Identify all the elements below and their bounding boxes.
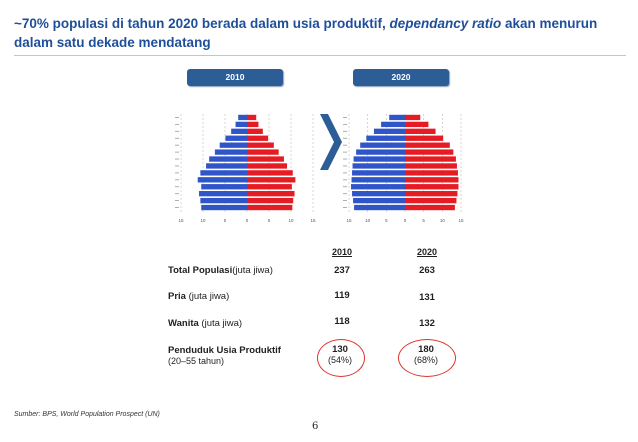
pyramid-bar [381, 121, 405, 128]
value-wanita-2020: 132 [419, 318, 435, 329]
pyramid-bar [356, 149, 405, 155]
value-pria-2010: 119 [334, 290, 350, 301]
pyramid-bar [351, 177, 405, 183]
pyramid-bar [200, 197, 247, 204]
axis-tick-label: 10 [288, 218, 294, 223]
pyramid-bar [247, 204, 293, 211]
pyramid-bar [405, 197, 457, 204]
pyramid-bar [353, 197, 405, 204]
axis-tick-label: 5 [385, 218, 388, 223]
row-label-usia-produktif: Penduduk Usia Produktif (20–55 tahun) [168, 345, 281, 366]
axis-tick-label: 15 [346, 218, 352, 223]
pyramid-bar [352, 191, 405, 197]
pyramid-bar [231, 128, 247, 134]
right-arrow-icon [320, 114, 342, 170]
pyramid-bar [235, 121, 247, 128]
pyramid-bar [247, 114, 257, 121]
pyramid-bar [238, 114, 247, 121]
pyramid-bar [247, 142, 274, 148]
pyramid-bar [405, 184, 459, 190]
row-label-total-populasi: Total Populasi(juta jiwa) [168, 265, 273, 276]
pyramid-bar [247, 184, 292, 190]
year-pill-2010: 2010 [187, 69, 283, 86]
population-pyramid-2010: 15 10 5 0 5 10 15 [175, 114, 316, 223]
pyramid-bar [201, 184, 247, 190]
pyramid-bar [352, 170, 405, 176]
pyramid-bar [373, 128, 405, 134]
value-wanita-2010: 118 [334, 316, 350, 327]
pyramid-bar [219, 142, 247, 148]
population-pyramid-2020: 15 10 5 0 5 10 15 [343, 114, 464, 223]
col-header-2010: 2010 [331, 247, 353, 257]
row-label-pria: Pria (juta jiwa) [168, 291, 230, 302]
pyramid-bar [352, 163, 405, 169]
pyramid-bar [214, 149, 247, 155]
pyramid-bar [206, 163, 247, 169]
axis-tick-label: 0 [404, 218, 407, 223]
pyramid-bar [209, 156, 247, 162]
pyramid-bar [199, 191, 247, 197]
value-produktif-2020: 180 (68%) [413, 344, 438, 365]
pyramid-bar [247, 163, 288, 169]
pyramid-bar [225, 135, 247, 141]
axis-tick-label: 5 [224, 218, 227, 223]
pyramid-bar [405, 135, 444, 141]
pyramid-bar [405, 142, 450, 148]
axis-tick-label: 5 [422, 218, 425, 223]
title-part2: akan menurun dalam satu dekade mendatang [14, 16, 598, 50]
axis-tick-label: 10 [365, 218, 371, 223]
pyramid-bar [405, 163, 457, 169]
pyramid-bar [247, 177, 296, 183]
highlight-circle-2020 [398, 339, 456, 377]
pyramid-bar [353, 156, 405, 162]
pyramid-bar [405, 170, 458, 176]
highlight-circle-2010 [317, 339, 365, 377]
pyramid-bar [351, 184, 405, 190]
pyramid-bar [405, 204, 455, 211]
pyramid-bar [201, 204, 247, 211]
pyramid-bar [405, 128, 436, 134]
pyramid-bar [366, 135, 405, 141]
pyramid-bar [247, 128, 263, 134]
source-note: Sumber: BPS, World Population Prospect (… [14, 411, 160, 418]
title-italic: dependancy ratio [389, 16, 502, 31]
value-pria-2020: 131 [419, 292, 435, 303]
value-total-2020: 263 [419, 265, 435, 276]
pyramid-bar [389, 114, 405, 121]
axis-tick-label: 5 [268, 218, 271, 223]
pyramid-bar [405, 177, 459, 183]
axis-tick-label: 10 [440, 218, 446, 223]
row-label-wanita: Wanita (juta jiwa) [168, 318, 243, 329]
axis-tick-label: 10 [200, 218, 206, 223]
value-produktif-2010: 130 (54%) [327, 344, 352, 365]
pyramid-bar [360, 142, 405, 148]
pyramid-bar [354, 204, 405, 211]
title-part1: ~70% populasi di tahun 2020 berada dalam… [14, 16, 390, 31]
pyramid-bar [247, 149, 279, 155]
pyramid-bar [405, 191, 458, 197]
axis-tick-label: 15 [310, 218, 316, 223]
year-pill-2020: 2020 [353, 69, 449, 86]
pyramid-bar [405, 121, 429, 128]
pyramid-bar [247, 156, 284, 162]
slide-title: ~70% populasi di tahun 2020 berada dalam… [14, 14, 614, 52]
value-total-2010: 237 [334, 265, 350, 276]
pyramid-bar [247, 170, 293, 176]
pyramid-bar [405, 114, 421, 121]
pyramid-bar [247, 191, 295, 197]
col-header-2020: 2020 [416, 247, 438, 257]
title-divider [14, 55, 626, 56]
page-number: 6 [312, 421, 319, 432]
pyramid-bar [247, 135, 269, 141]
pyramid-bar [405, 156, 456, 162]
pyramid-bar [197, 177, 247, 183]
pyramid-bar [247, 121, 259, 128]
axis-tick-label: 15 [178, 218, 184, 223]
pyramid-bar [405, 149, 454, 155]
pyramid-bar [247, 197, 294, 204]
axis-tick-label: 0 [246, 218, 249, 223]
pyramid-bar [200, 170, 247, 176]
axis-tick-label: 15 [458, 218, 464, 223]
